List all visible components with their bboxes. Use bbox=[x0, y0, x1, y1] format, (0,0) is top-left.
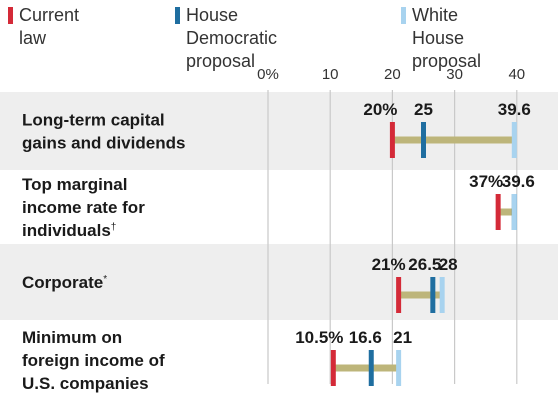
data-label: 39.6 bbox=[502, 172, 535, 191]
row-background bbox=[0, 244, 558, 320]
legend-swatch-current-law bbox=[8, 7, 13, 24]
data-label: 10.5% bbox=[295, 328, 343, 347]
data-label: 28 bbox=[439, 255, 458, 274]
legend-label-current-law: Current law bbox=[19, 5, 80, 48]
data-label: 25 bbox=[414, 100, 433, 119]
category-footnote-mark: * bbox=[103, 274, 107, 285]
marker-house-democratic-proposal bbox=[430, 277, 436, 313]
category-footnote-mark: † bbox=[111, 222, 117, 233]
data-label: 26.5 bbox=[408, 255, 441, 274]
legend-label-house-democratic: House Democratic proposal bbox=[186, 5, 278, 71]
data-label: 37% bbox=[469, 172, 503, 191]
x-tick-label: 30 bbox=[446, 66, 463, 83]
data-label: 20% bbox=[363, 100, 397, 119]
marker-white-house-proposal bbox=[511, 194, 517, 230]
data-label: 21 bbox=[393, 328, 412, 347]
category-label-line: Minimum on bbox=[22, 328, 122, 347]
data-label: 39.6 bbox=[498, 100, 531, 119]
legend: Current law House Democratic proposal Wh… bbox=[8, 4, 558, 71]
category-label: Top marginal income rate for individuals† bbox=[22, 175, 145, 240]
category-label-line: individuals bbox=[22, 221, 111, 240]
x-tick-label: 40 bbox=[508, 66, 525, 83]
marker-white-house-proposal bbox=[396, 350, 402, 386]
marker-current-law bbox=[330, 350, 336, 386]
x-tick-label: 0% bbox=[257, 66, 279, 83]
category-label-line: Corporate bbox=[22, 273, 103, 292]
x-tick-label: 20 bbox=[384, 66, 401, 83]
marker-white-house-proposal bbox=[511, 122, 517, 158]
data-label: 21% bbox=[372, 255, 406, 274]
data-label: 16.6 bbox=[349, 328, 382, 347]
marker-current-law bbox=[396, 277, 402, 313]
category-label-line: U.S. companies bbox=[22, 374, 149, 393]
marker-current-law bbox=[389, 122, 395, 158]
category-label: Long-term capital gains and dividends bbox=[22, 111, 185, 153]
category-label-line: Long-term capital bbox=[22, 111, 165, 130]
category-label: Corporate* bbox=[22, 273, 107, 292]
legend-label-white-house: White House proposal bbox=[412, 5, 482, 71]
category-label-line: foreign income of bbox=[22, 351, 165, 370]
category-label-line: income rate for bbox=[22, 198, 145, 217]
row-background bbox=[0, 92, 558, 170]
category-label: Minimum on foreign income of U.S. companie… bbox=[22, 328, 165, 393]
marker-house-democratic-proposal bbox=[368, 350, 374, 386]
category-label-line: gains and dividends bbox=[22, 134, 185, 153]
marker-house-democratic-proposal bbox=[421, 122, 426, 158]
marker-current-law bbox=[495, 194, 501, 230]
legend-swatch-house-democratic bbox=[175, 7, 180, 24]
marker-white-house-proposal bbox=[439, 277, 445, 313]
legend-swatch-white-house bbox=[401, 7, 406, 24]
x-tick-label: 10 bbox=[322, 66, 339, 83]
category-label-line: Top marginal bbox=[22, 175, 127, 194]
